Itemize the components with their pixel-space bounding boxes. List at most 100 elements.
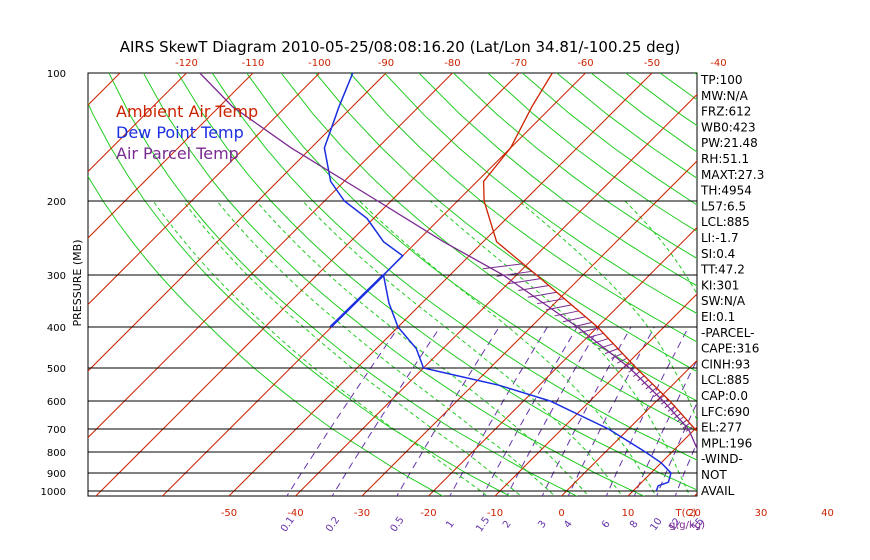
cape-hatch-line bbox=[496, 270, 533, 277]
isotherm-line bbox=[428, 226, 697, 496]
index-label: -PARCEL- bbox=[701, 326, 755, 340]
index-label: EL:277 bbox=[701, 421, 742, 435]
dry-adiabat-line bbox=[315, 73, 697, 372]
cape-hatch-line bbox=[610, 353, 623, 359]
dry-adiabat-line bbox=[211, 73, 697, 461]
legend: Ambient Air Temp Dew Point Temp Air Parcel… bbox=[116, 102, 258, 163]
index-label: LI:-1.7 bbox=[701, 231, 739, 245]
index-label: L57:6.5 bbox=[701, 199, 746, 213]
dry-adiabat-line bbox=[88, 175, 444, 496]
chart-title: AIRS SkewT Diagram 2010-05-25/08:08:16.2… bbox=[120, 38, 681, 56]
mixing-ratio-tick-label: 3 bbox=[536, 519, 549, 531]
dew-point-line-thick bbox=[329, 274, 385, 328]
mixing-ratio-tick-label: 10 bbox=[648, 516, 664, 533]
index-label: MW:N/A bbox=[701, 89, 749, 103]
isotherm-line bbox=[88, 73, 453, 439]
cape-hatch-line bbox=[508, 278, 541, 285]
isotherm-line bbox=[0, 73, 54, 496]
pressure-tick-label: 200 bbox=[47, 197, 66, 208]
dry-adiabat-line bbox=[418, 73, 697, 287]
index-label: TP:100 bbox=[700, 73, 743, 87]
cape-hatch-line bbox=[616, 357, 628, 364]
top-temp-tick-label: -60 bbox=[577, 58, 593, 69]
cape-hatch-line bbox=[604, 348, 619, 355]
mixing-ratio-line bbox=[449, 326, 548, 496]
legend-entry: Dew Point Temp bbox=[116, 123, 244, 142]
cape-hatch-line bbox=[554, 310, 579, 317]
index-label: WB0:423 bbox=[701, 120, 756, 134]
dry-adiabat-line bbox=[453, 73, 697, 260]
cape-hatch-line bbox=[598, 343, 614, 350]
index-label: AVAIL bbox=[701, 484, 735, 498]
bottom-temp-tick-label: -20 bbox=[420, 508, 436, 519]
index-label: MAXT:27.3 bbox=[701, 168, 764, 182]
index-label: CINH:93 bbox=[701, 357, 750, 371]
mixing-ratio-unit-label: g(g/kg) bbox=[669, 520, 705, 531]
pressure-tick-label: 900 bbox=[47, 469, 66, 480]
pressure-tick-label: 700 bbox=[47, 425, 66, 436]
pressure-tick-label: 500 bbox=[47, 364, 66, 375]
moist-adiabat-line bbox=[359, 200, 657, 496]
cape-hatch-line bbox=[592, 338, 609, 345]
index-label: PW:21.48 bbox=[701, 136, 758, 150]
pressure-tick-label: 400 bbox=[47, 323, 66, 334]
bottom-temp-tick-label: -10 bbox=[487, 508, 503, 519]
top-temp-tick-label: -110 bbox=[242, 58, 265, 69]
bottom-temp-axis-labels: -50 -40 -30 -20 -10 0 10 20 30 40 bbox=[221, 508, 834, 519]
plot-frame bbox=[87, 72, 698, 497]
isotherm-line bbox=[561, 359, 697, 496]
mixing-ratio-line bbox=[482, 326, 578, 496]
mixing-ratio-tick-label: 2 bbox=[501, 519, 514, 531]
index-label: RH:51.1 bbox=[701, 152, 749, 166]
ambient-temp-line bbox=[482, 73, 697, 432]
mixing-ratio-line bbox=[331, 326, 441, 496]
isotherm-line bbox=[761, 73, 870, 496]
index-label: LCL:885 bbox=[701, 373, 750, 387]
parcel-temp-line bbox=[199, 73, 697, 450]
index-label: SI:0.4 bbox=[701, 247, 735, 261]
mixing-ratio-line bbox=[506, 326, 600, 496]
bottom-temp-tick-label: 30 bbox=[755, 508, 768, 519]
pressure-tick-label: 300 bbox=[47, 271, 66, 282]
isotherm-line bbox=[494, 293, 697, 496]
index-label: LFC:690 bbox=[701, 405, 750, 419]
bottom-temp-tick-label: -50 bbox=[221, 508, 237, 519]
index-label: MPL:196 bbox=[701, 436, 752, 450]
cape-hatch-line bbox=[670, 409, 679, 416]
bottom-temp-tick-label: 10 bbox=[622, 508, 635, 519]
isotherm-line bbox=[88, 73, 254, 239]
mixing-ratio-labels: 0.1 0.2 0.5 1 1.5 2 3 4 6 8 10 12 15 bbox=[279, 515, 707, 534]
cape-hatch-line bbox=[685, 425, 693, 432]
cape-hatch-line bbox=[545, 304, 572, 311]
isotherm-line bbox=[228, 73, 653, 496]
mixing-ratio-lines bbox=[286, 326, 697, 496]
isotherm-line bbox=[88, 73, 387, 372]
cape-hatch-line bbox=[562, 316, 586, 323]
mixing-ratio-tick-label: 8 bbox=[628, 519, 641, 531]
index-label: -WIND- bbox=[701, 452, 743, 466]
index-label: TH:4954 bbox=[700, 184, 752, 198]
index-label: FRZ:612 bbox=[701, 105, 751, 119]
isotherm-line bbox=[95, 73, 520, 496]
moist-adiabat-line bbox=[518, 200, 697, 422]
cape-hatch-line bbox=[664, 402, 672, 409]
top-temp-tick-label: -90 bbox=[378, 58, 394, 69]
moist-adiabat-line bbox=[216, 200, 556, 496]
pressure-tick-label: 800 bbox=[47, 448, 66, 459]
dry-adiabat-line bbox=[88, 102, 511, 496]
index-label: CAPE:316 bbox=[701, 342, 759, 356]
index-label: TT:47.2 bbox=[700, 263, 745, 277]
dry-adiabat-line bbox=[177, 73, 697, 491]
moist-adiabats bbox=[152, 200, 697, 496]
top-temp-tick-label: -70 bbox=[511, 58, 527, 69]
moist-adiabat-line bbox=[255, 200, 590, 496]
isobars bbox=[88, 200, 697, 492]
cape-hatch-line bbox=[673, 412, 682, 419]
dew-point-line bbox=[323, 73, 672, 492]
top-temp-tick-label: -50 bbox=[644, 58, 660, 69]
cape-hatch-line bbox=[536, 298, 565, 305]
pressure-tick-label: 100 bbox=[47, 69, 66, 80]
bottom-temp-tick-label: 40 bbox=[821, 508, 834, 519]
